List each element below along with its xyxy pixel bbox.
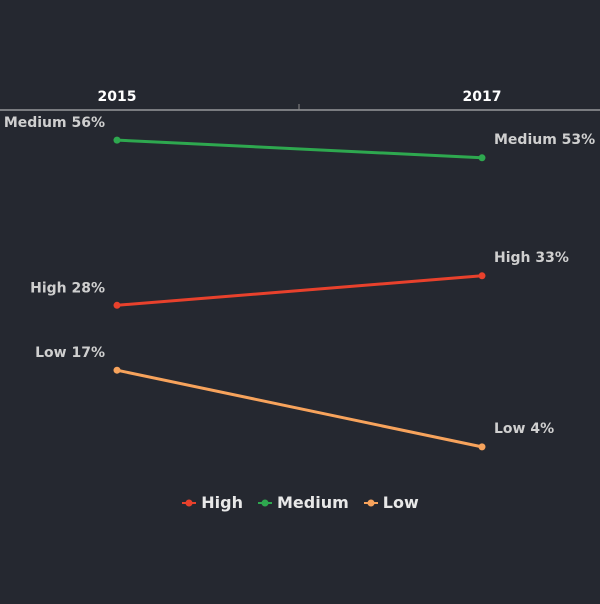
series-line-low	[116, 368, 483, 449]
data-point-low-2015	[113, 366, 121, 374]
data-point-low-2017	[478, 443, 486, 451]
legend-label-high: High	[201, 492, 243, 512]
legend-swatch-high	[182, 499, 197, 507]
series-line-medium	[116, 138, 483, 160]
legend: High Medium Low	[0, 490, 600, 514]
legend-item-medium[interactable]: Medium	[257, 490, 349, 514]
data-label-low-2017: Low 4%	[494, 421, 554, 437]
data-label-high-2017: High 33%	[494, 250, 569, 266]
data-point-high-2017	[478, 272, 486, 280]
legend-label-low: Low	[382, 492, 419, 512]
data-label-high-2015: High 28%	[30, 280, 105, 296]
data-label-medium-2015: Medium 56%	[4, 115, 105, 131]
x-tick-label-2017: 2017	[463, 89, 502, 105]
series-line-high	[116, 274, 483, 307]
data-label-low-2015: Low 17%	[35, 345, 105, 361]
data-point-high-2015	[113, 301, 121, 309]
legend-swatch-medium	[257, 499, 272, 507]
legend-item-low[interactable]: Low	[363, 490, 419, 514]
x-tick-label-2015: 2015	[98, 89, 137, 105]
legend-swatch-low	[363, 499, 378, 507]
legend-item-high[interactable]: High	[181, 490, 243, 514]
data-point-medium-2017	[478, 154, 486, 162]
data-label-medium-2017: Medium 53%	[494, 132, 595, 148]
legend-label-medium: Medium	[276, 492, 349, 512]
data-point-medium-2015	[113, 136, 121, 144]
